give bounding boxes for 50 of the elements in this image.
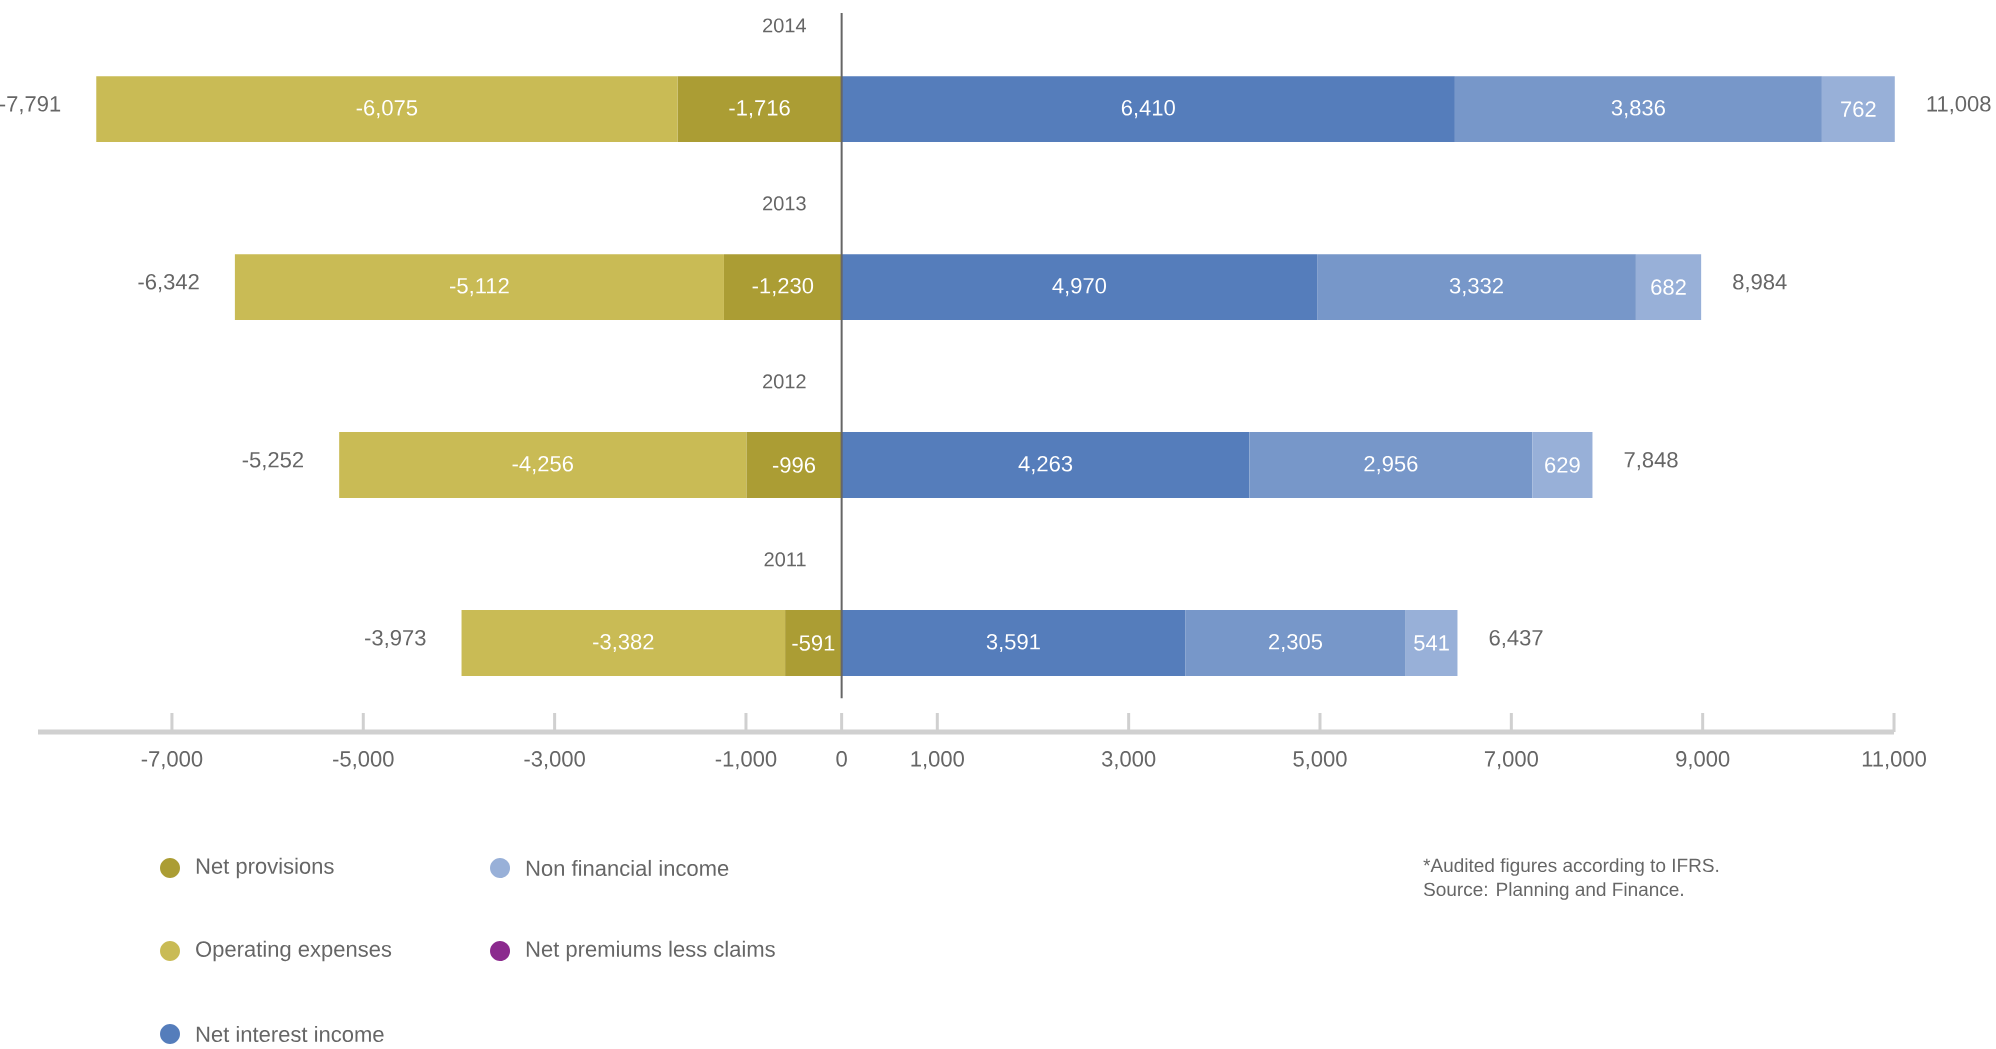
y-tick-label: 2013 [763, 196, 806, 211]
data-label: 541 [1414, 635, 1449, 651]
text: -5,252 [242, 451, 303, 471]
data-label: 4,263 [1018, 455, 1073, 475]
data-label: -4,256 [512, 455, 573, 475]
data-label: -996 [772, 457, 816, 473]
text: *Audited figures according to IFRS. [1423, 858, 1719, 876]
text: 7,848 [1624, 451, 1678, 471]
text: -6,342 [138, 274, 199, 293]
data-label: 762 [1841, 101, 1876, 117]
data-label: 3,836 [1611, 100, 1665, 119]
x-tick-label: 7,000 [1484, 751, 1538, 770]
x-tick-label: 0 [836, 751, 847, 767]
legend-label: Net provisions [196, 857, 334, 879]
data-label: 3,591 [986, 633, 1040, 653]
legend-label: Operating expenses [196, 940, 392, 962]
legend-label: Net premiums less claims [526, 940, 775, 962]
text: 8,984 [1733, 274, 1787, 293]
data-label: 3,332 [1449, 278, 1503, 297]
x-tick-label: 1,000 [911, 751, 964, 770]
data-label: -1,716 [729, 100, 790, 119]
data-label: -3,382 [593, 633, 654, 653]
data-label: 682 [1651, 279, 1686, 295]
data-label: 2,305 [1269, 633, 1323, 653]
data-label: -591 [792, 635, 835, 651]
x-tick-label: 11,000 [1862, 751, 1926, 770]
text: -3,973 [365, 629, 426, 649]
x-tick-label: 5,000 [1293, 751, 1347, 770]
data-label: 2,956 [1364, 455, 1418, 475]
x-tick-label: -5,000 [333, 751, 394, 770]
text: -7,791 [0, 96, 61, 115]
x-tick-label: -3,000 [524, 751, 585, 770]
legend-label: Non financial income [526, 859, 729, 877]
data-label: 4,970 [1052, 278, 1107, 297]
source-note: Source: Planning and Finance. [1423, 882, 1683, 900]
x-tick-label: -1,000 [715, 751, 777, 770]
y-tick-label: 2014 [763, 18, 806, 33]
data-label: 6,410 [1121, 100, 1175, 119]
data-label: -5,112 [450, 278, 509, 297]
x-tick-label: 9,000 [1676, 751, 1730, 770]
x-tick-label: 3,000 [1101, 751, 1156, 770]
x-tick-label: -7,000 [141, 751, 203, 770]
y-tick-label: 2012 [763, 374, 806, 389]
data-label: 629 [1545, 457, 1580, 473]
legend-label: Net interest income [196, 1025, 384, 1043]
data-label: -6,075 [356, 100, 418, 119]
data-label: -1,230 [752, 278, 814, 297]
y-tick-label: 2011 [764, 552, 806, 567]
text: 11,008 [1927, 96, 1991, 115]
text: 6,437 [1489, 629, 1543, 649]
